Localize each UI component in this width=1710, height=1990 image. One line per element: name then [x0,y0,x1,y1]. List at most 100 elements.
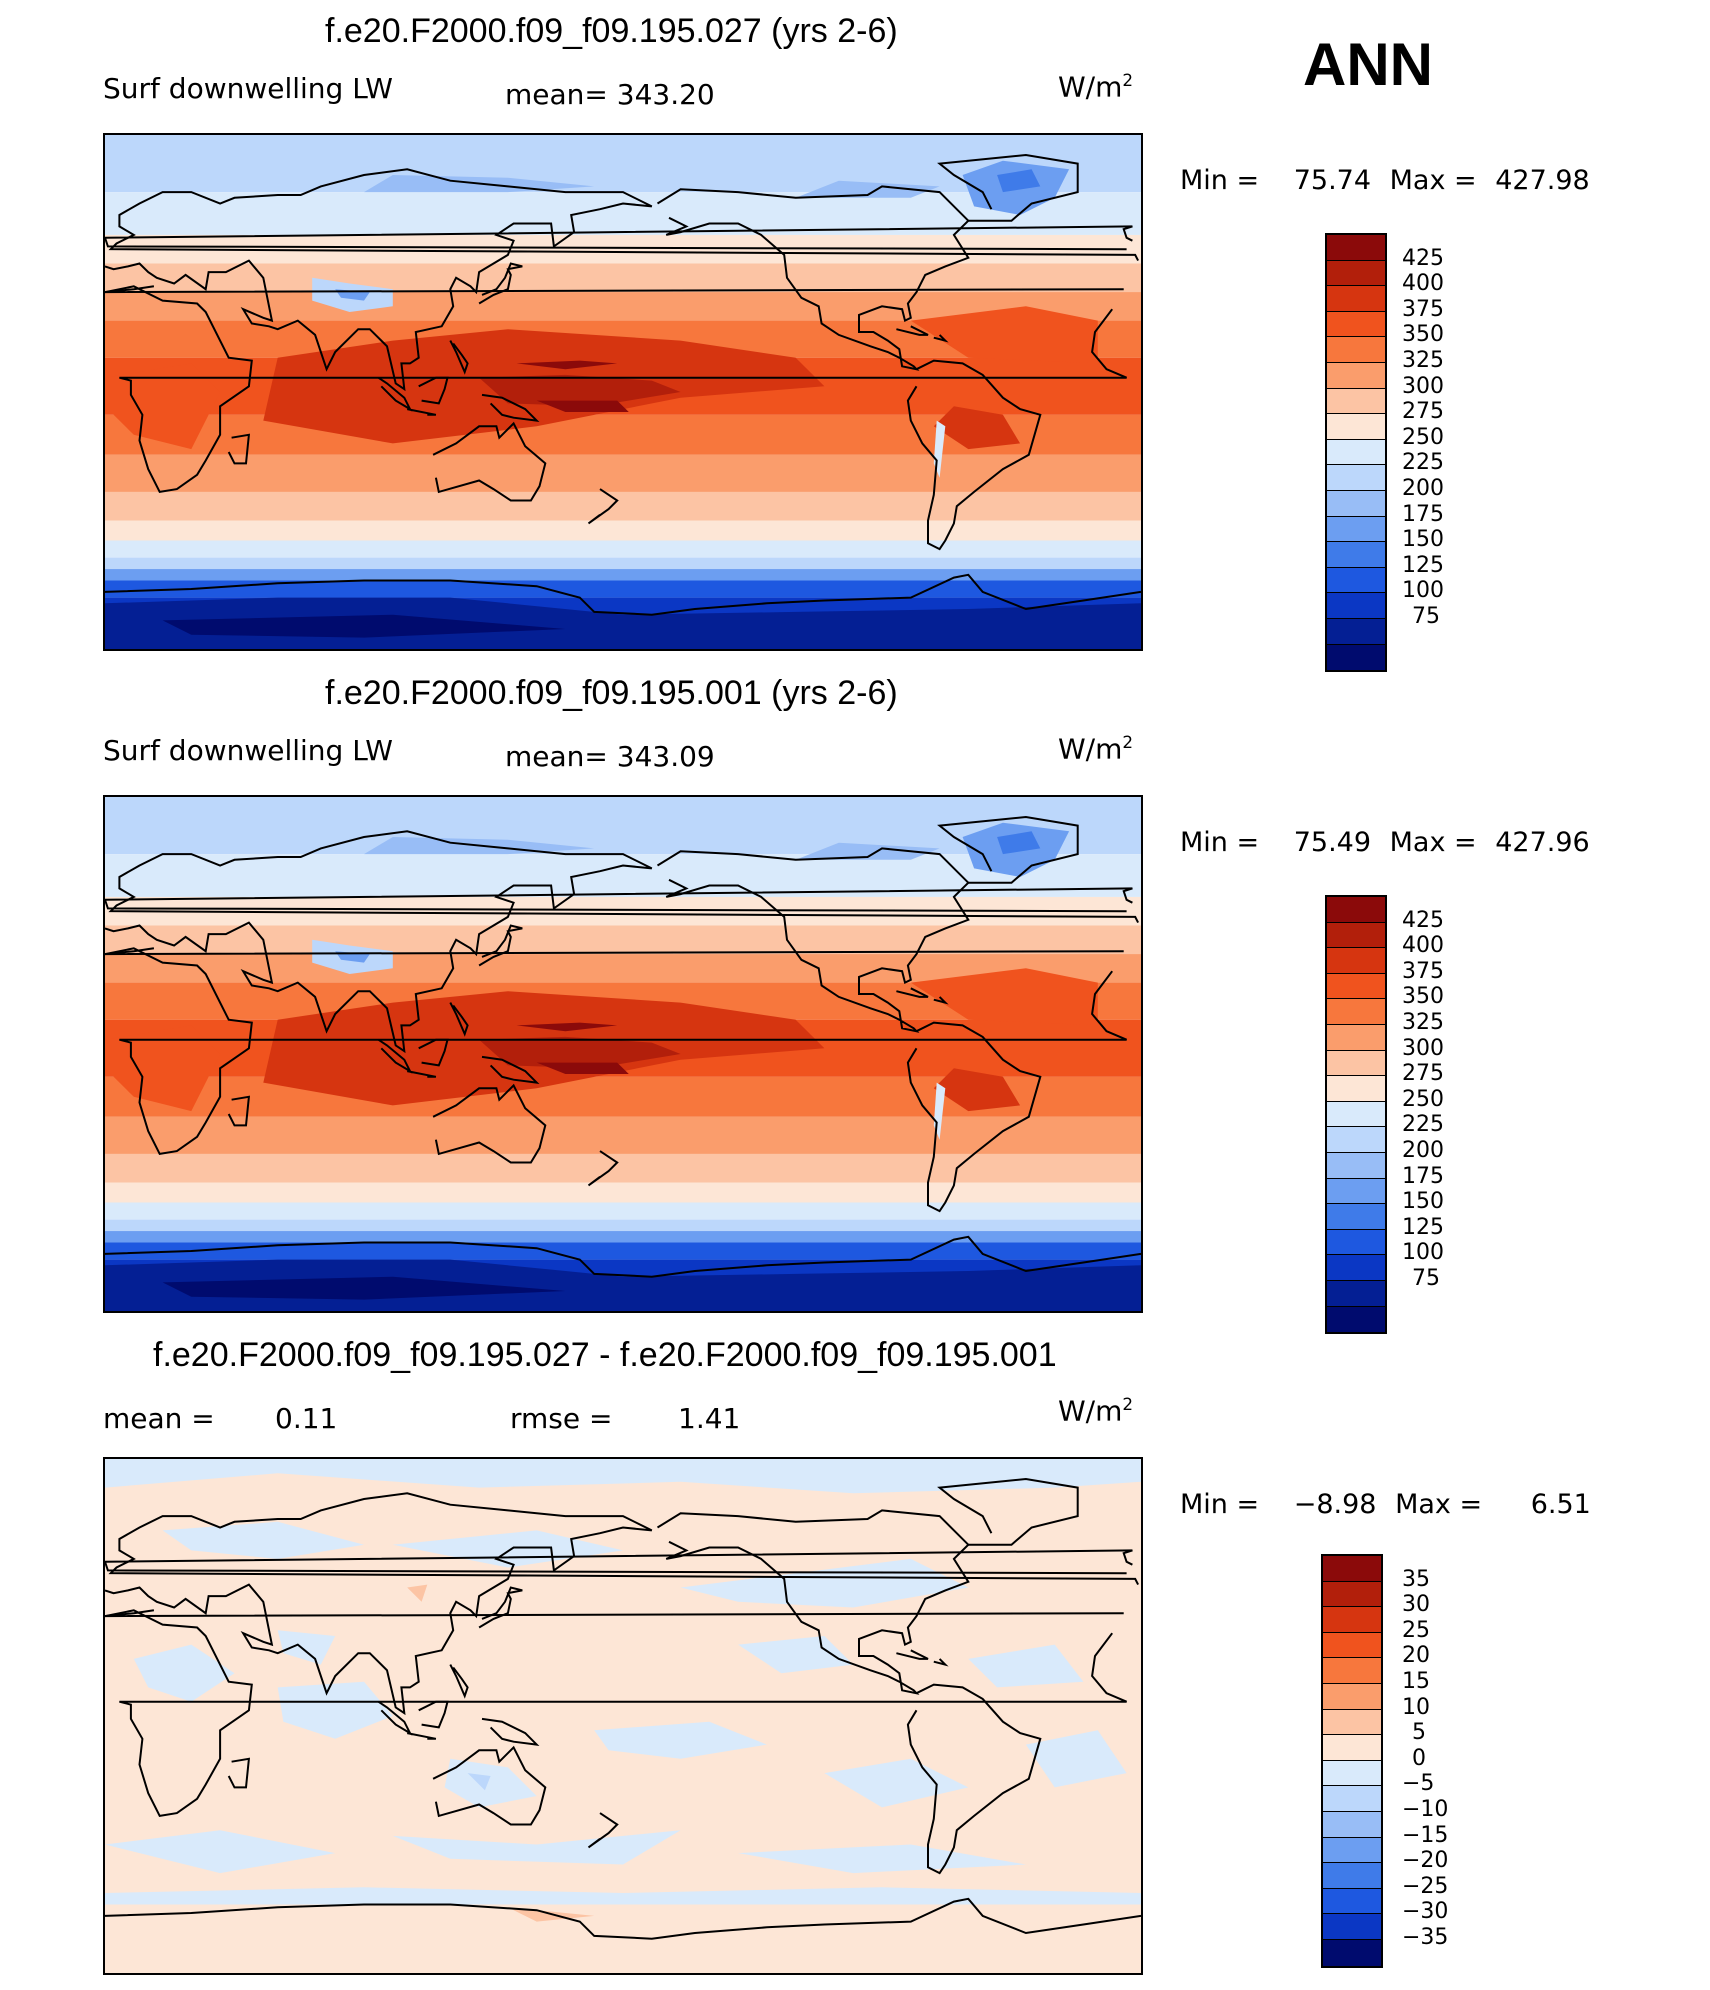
colorbar-tick-label: 125 [1402,552,1444,578]
colorbar-swatch [1323,1683,1381,1710]
colorbar-tick-label: 175 [1402,501,1444,527]
colorbar-tick-label: 125 [1402,1214,1444,1240]
min-max-readout: Min = 75.74 Max = 427.98 [1180,165,1590,196]
colorbar-swatch [1327,1255,1385,1281]
mean-value: 0.11 [275,1402,338,1435]
colorbar-swatch [1327,490,1385,517]
panel-model-001: f.e20.F2000.f09_f09.195.001 (yrs 2-6) Su… [0,662,1710,1335]
max-label: Max = [1389,165,1477,196]
colorbar-tick-label: −20 [1402,1848,1449,1874]
colorbar-tick-label: 75 [1412,1266,1440,1291]
units-label: W/m2 [1058,732,1133,765]
colorbar-tick-label: 375 [1402,958,1444,984]
colorbar-swatch [1327,922,1385,949]
colorbar-tick-label: 350 [1402,984,1444,1010]
colorbar-swatch [1327,1306,1385,1333]
contour-fill [105,797,1141,1311]
colorbar-tick-label: 225 [1402,1112,1444,1138]
units-base: W/m [1058,1394,1123,1428]
units-exponent: 2 [1122,1394,1134,1414]
colorbar-tick-label: −30 [1402,1899,1449,1925]
colorbar-swatch [1327,260,1385,287]
units-exponent: 2 [1122,732,1134,752]
contour-fill [105,1459,1141,1973]
colorbar-swatch [1323,1837,1381,1864]
min-label: Min = [1180,1489,1260,1520]
variable-label: Surf downwelling LW [103,72,393,105]
colorbar-swatch [1327,311,1385,338]
coastlines [105,153,1141,616]
colorbar [1325,233,1387,673]
units-label: W/m2 [1058,70,1133,103]
units-base: W/m [1058,732,1123,766]
colorbar-swatch [1327,973,1385,1000]
colorbar-swatch [1323,1709,1381,1736]
colorbar-tick-label: 25 [1402,1617,1430,1643]
colorbar-swatch [1327,1204,1385,1230]
units-exponent: 2 [1122,70,1134,90]
colorbar [1325,895,1387,1335]
coastlines [105,815,1141,1278]
colorbar-tick-label: 100 [1402,578,1444,604]
colorbar-tick-label: 375 [1402,296,1444,322]
colorbar-swatch [1323,1939,1381,1966]
colorbar-tick-label: 400 [1402,933,1444,959]
colorbar-tick-label: 300 [1402,1035,1444,1061]
colorbar-swatch [1327,465,1385,491]
colorbar-swatch [1327,414,1385,440]
colorbar-swatch [1323,1786,1381,1812]
min-value: 75.74 [1293,165,1372,196]
colorbar-tick-label: 400 [1402,271,1444,297]
min-label: Min = [1180,165,1260,196]
colorbar-swatch [1327,388,1385,415]
map-plot [103,133,1143,651]
min-value: −8.98 [1293,1489,1377,1520]
colorbar-tick-label: 350 [1402,322,1444,348]
colorbar-swatch [1323,1914,1381,1940]
colorbar-swatch [1327,567,1385,594]
colorbar-tick-label: 325 [1402,1010,1444,1035]
colorbar-swatch [1323,1556,1381,1582]
colorbar-swatch [1327,516,1385,543]
colorbar-tick-label: 200 [1402,476,1444,501]
rmse-label: rmse = [510,1402,613,1435]
contour-map [105,1459,1141,1973]
colorbar-swatch [1327,1152,1385,1179]
colorbar-tick-label: 325 [1402,348,1444,373]
colorbar-tick-label: 175 [1402,1163,1444,1189]
colorbar-tick-label: 250 [1402,424,1444,450]
colorbar-tick-label: 35 [1402,1566,1430,1592]
colorbar-tick-label: 15 [1402,1669,1430,1694]
mean-label: mean= 343.09 [505,740,715,773]
panel-model-027: f.e20.F2000.f09_f09.195.027 (yrs 2-6) Su… [0,0,1710,673]
map-plot [103,795,1143,1313]
colorbar-tick-label: 30 [1402,1592,1430,1618]
colorbar-tick-label: 275 [1402,399,1444,425]
min-max-readout: Min = 75.49 Max = 427.96 [1180,827,1590,858]
colorbar-tick-label: −35 [1402,1925,1449,1950]
map-plot [103,1457,1143,1975]
season-label: ANN [1303,31,1433,98]
colorbar-tick-label: 150 [1402,527,1444,553]
colorbar-swatch [1327,999,1385,1025]
colorbar-swatch [1327,618,1385,645]
coastlines [105,1477,1141,1940]
min-max-readout: Min = −8.98 Max = 6.51 [1180,1489,1591,1520]
colorbar-swatch [1327,1101,1385,1128]
colorbar-swatch [1323,1658,1381,1684]
colorbar-swatch [1327,593,1385,619]
colorbar-tick-label: 150 [1402,1189,1444,1215]
colorbar-swatch [1323,1811,1381,1838]
colorbar-swatch [1323,1632,1381,1659]
colorbar-tick-label: 20 [1402,1643,1430,1669]
colorbar-tick-label: −15 [1402,1822,1449,1848]
colorbar-swatch [1327,1127,1385,1153]
contour-map [105,797,1141,1311]
colorbar-swatch [1323,1735,1381,1761]
colorbar-swatch [1327,337,1385,363]
colorbar-swatch [1327,235,1385,261]
panel-title: f.e20.F2000.f09_f09.195.001 (yrs 2-6) [325,674,898,712]
colorbar-tick-label: −25 [1402,1873,1449,1899]
contour-map [105,135,1141,649]
rmse-value: 1.41 [678,1402,741,1435]
